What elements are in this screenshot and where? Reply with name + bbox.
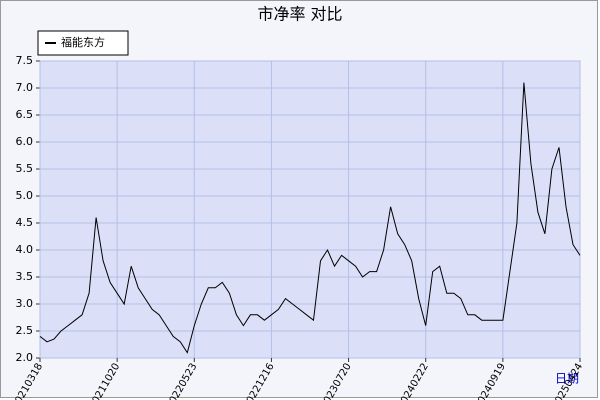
legend: 福能东方 [37,30,129,56]
y-tick-label: 3.5 [16,270,34,283]
plot-area [39,60,581,359]
y-tick-label: 5.5 [16,162,34,175]
chart-title: 市净率 对比 [257,5,342,24]
y-tick-label: 2.0 [16,351,34,364]
x-axis-label: 日期 [555,372,579,386]
y-tick-label: 6.5 [16,108,34,121]
y-tick-label: 4.5 [16,216,34,229]
y-tick-label: 2.5 [16,324,34,337]
y-tick-label: 4.0 [16,243,34,256]
line [39,82,581,354]
y-tick-label: 3.0 [16,297,34,310]
y-tick-label: 7.0 [16,81,34,94]
legend-label: 福能东方 [61,35,105,49]
y-tick-label: 7.5 [16,54,34,67]
y-tick-label: 6.0 [16,135,34,148]
y-tick-label: 5.0 [16,189,34,202]
